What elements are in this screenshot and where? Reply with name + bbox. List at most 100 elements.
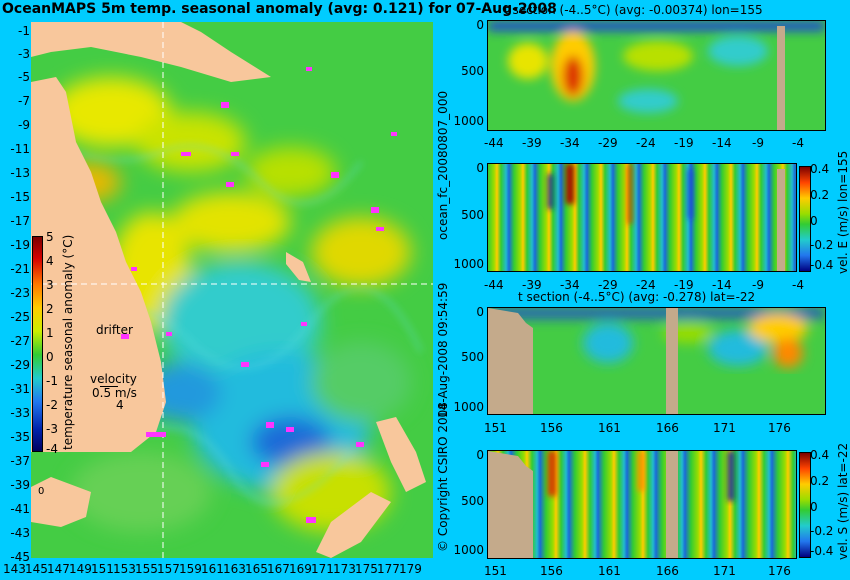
colorbar-tick: 0.4 — [810, 448, 830, 462]
x-tick: 176 — [768, 421, 791, 435]
colorbar-tick: 1 — [46, 326, 54, 340]
tasmania-land — [31, 477, 91, 527]
lat-tick: -41 — [10, 502, 30, 516]
lon-tick: 167 — [267, 562, 290, 576]
panel-3-x-ticks: 151 156 161 166 171 176 — [480, 421, 830, 437]
x-tick: -14 — [712, 278, 732, 292]
map-title: OceanMAPS 5m temp. seasonal anomaly (avg… — [2, 1, 557, 17]
y-tick: 0 — [476, 18, 484, 32]
x-tick: -9 — [752, 136, 764, 150]
panel-3-plot[interactable] — [487, 307, 826, 415]
lat-tick: -29 — [10, 358, 30, 372]
lat-tick: -33 — [10, 406, 30, 420]
new-zealand-land — [316, 417, 426, 558]
lon-tick: 169 — [289, 562, 312, 576]
new-guinea-land — [31, 22, 271, 82]
velocity-label: velocity — [90, 372, 137, 386]
y-tick: 500 — [461, 208, 484, 222]
lat-tick: -17 — [10, 214, 30, 228]
panel-4-heatmap — [488, 451, 734, 558]
panel-1-x-ticks: -44 -39 -34 -29 -24 -19 -14 -9 -4 — [480, 136, 830, 152]
lon-tick: 163 — [223, 562, 246, 576]
lat-tick: -43 — [10, 526, 30, 540]
lon-tick: 177 — [377, 562, 400, 576]
colorbar-tick: -2 — [46, 398, 58, 412]
lon-tick: 145 — [25, 562, 48, 576]
map-colorbar-ticks: 5 4 3 2 1 0 -1 -2 -3 -4 — [46, 230, 60, 456]
colorbar-tick: 3 — [46, 278, 54, 292]
lat-tick: -15 — [10, 190, 30, 204]
lat-tick: -45 — [10, 550, 30, 564]
x-tick: 171 — [713, 421, 736, 435]
colorbar-tick: 0 — [810, 500, 818, 514]
lon-tick: 173 — [333, 562, 356, 576]
new-caledonia-land — [286, 252, 311, 282]
x-tick: 171 — [713, 564, 736, 578]
lat-tick: -7 — [18, 94, 30, 108]
panel-2-colorbar-label: vel. E (m/s) lon=155 — [836, 150, 850, 274]
panel-4-colorbar-ticks: 0.4 0.2 0 -0.2 -0.4 — [810, 448, 838, 560]
x-tick: -44 — [484, 136, 504, 150]
panel-4-colorbar — [799, 452, 811, 558]
x-tick: -19 — [674, 136, 694, 150]
panel-4-plot[interactable] — [487, 450, 797, 559]
y-tick: 1000 — [453, 543, 484, 557]
y-tick: 500 — [461, 350, 484, 364]
lat-tick: -25 — [10, 310, 30, 324]
panel-2-plot[interactable] — [487, 163, 797, 272]
panel-2-colorbar-ticks: 0.4 0.2 0 -0.2 -0.4 — [810, 162, 838, 274]
map-lat-ticks: -1 -3 -5 -7 -9 -11 -13 -15 -17 -19 -21 -… — [2, 24, 30, 564]
lon-tick: 151 — [91, 562, 114, 576]
panel-2-heatmap — [548, 164, 785, 271]
lon-tick: 175 — [355, 562, 378, 576]
map-colorbar — [32, 236, 43, 452]
x-tick: -19 — [674, 278, 694, 292]
x-tick: 156 — [540, 421, 563, 435]
x-tick: -9 — [752, 278, 764, 292]
lat-tick: -23 — [10, 286, 30, 300]
y-tick: 1000 — [453, 400, 484, 414]
lat-tick: -19 — [10, 238, 30, 252]
lon-tick: 155 — [135, 562, 158, 576]
lon-tick: 143 — [3, 562, 26, 576]
lat-tick: -9 — [18, 118, 30, 132]
panel-4-y-ticks: 0 500 1000 — [440, 448, 484, 562]
x-tick: -14 — [712, 136, 732, 150]
lon-tick: 157 — [157, 562, 180, 576]
australia-land — [31, 77, 166, 452]
lon-tick: 171 — [311, 562, 334, 576]
lat-tick: -13 — [10, 166, 30, 180]
x-tick: 176 — [768, 564, 791, 578]
map-plot-area[interactable] — [31, 22, 433, 558]
lon-tick: 159 — [179, 562, 202, 576]
velocity-value: 0.5 m/s — [92, 386, 137, 400]
x-tick: 161 — [598, 564, 621, 578]
colorbar-tick: -0.2 — [810, 238, 834, 252]
colorbar-tick: -0.4 — [810, 544, 834, 558]
lat-tick: -21 — [10, 262, 30, 276]
panel-2-y-ticks: 0 500 1000 — [440, 161, 484, 275]
colorbar-tick: -3 — [46, 422, 58, 436]
x-tick: -34 — [560, 136, 580, 150]
y-tick: 1000 — [453, 257, 484, 271]
lon-tick: 147 — [47, 562, 70, 576]
y-tick: 500 — [461, 64, 484, 78]
panel-3-heatmap — [488, 308, 825, 414]
panel-1-plot[interactable] — [487, 20, 826, 131]
map-heatmap — [31, 22, 433, 558]
velocity-arrow-tick: 4 — [116, 398, 124, 412]
x-tick: 151 — [484, 421, 507, 435]
y-tick: 500 — [461, 494, 484, 508]
x-tick: 151 — [484, 564, 507, 578]
lat-tick: -11 — [10, 142, 30, 156]
colorbar-tick: 0.2 — [810, 474, 830, 488]
x-tick: -29 — [598, 136, 618, 150]
lat-tick: -35 — [10, 430, 30, 444]
colorbar-tick: 2 — [46, 302, 54, 316]
lat-tick: -39 — [10, 478, 30, 492]
x-tick: 166 — [656, 421, 679, 435]
x-tick: -39 — [522, 278, 542, 292]
panel-3-y-ticks: 0 500 1000 — [440, 305, 484, 419]
colorbar-tick: -4 — [46, 442, 58, 456]
zero-mark: 0 — [38, 486, 45, 497]
